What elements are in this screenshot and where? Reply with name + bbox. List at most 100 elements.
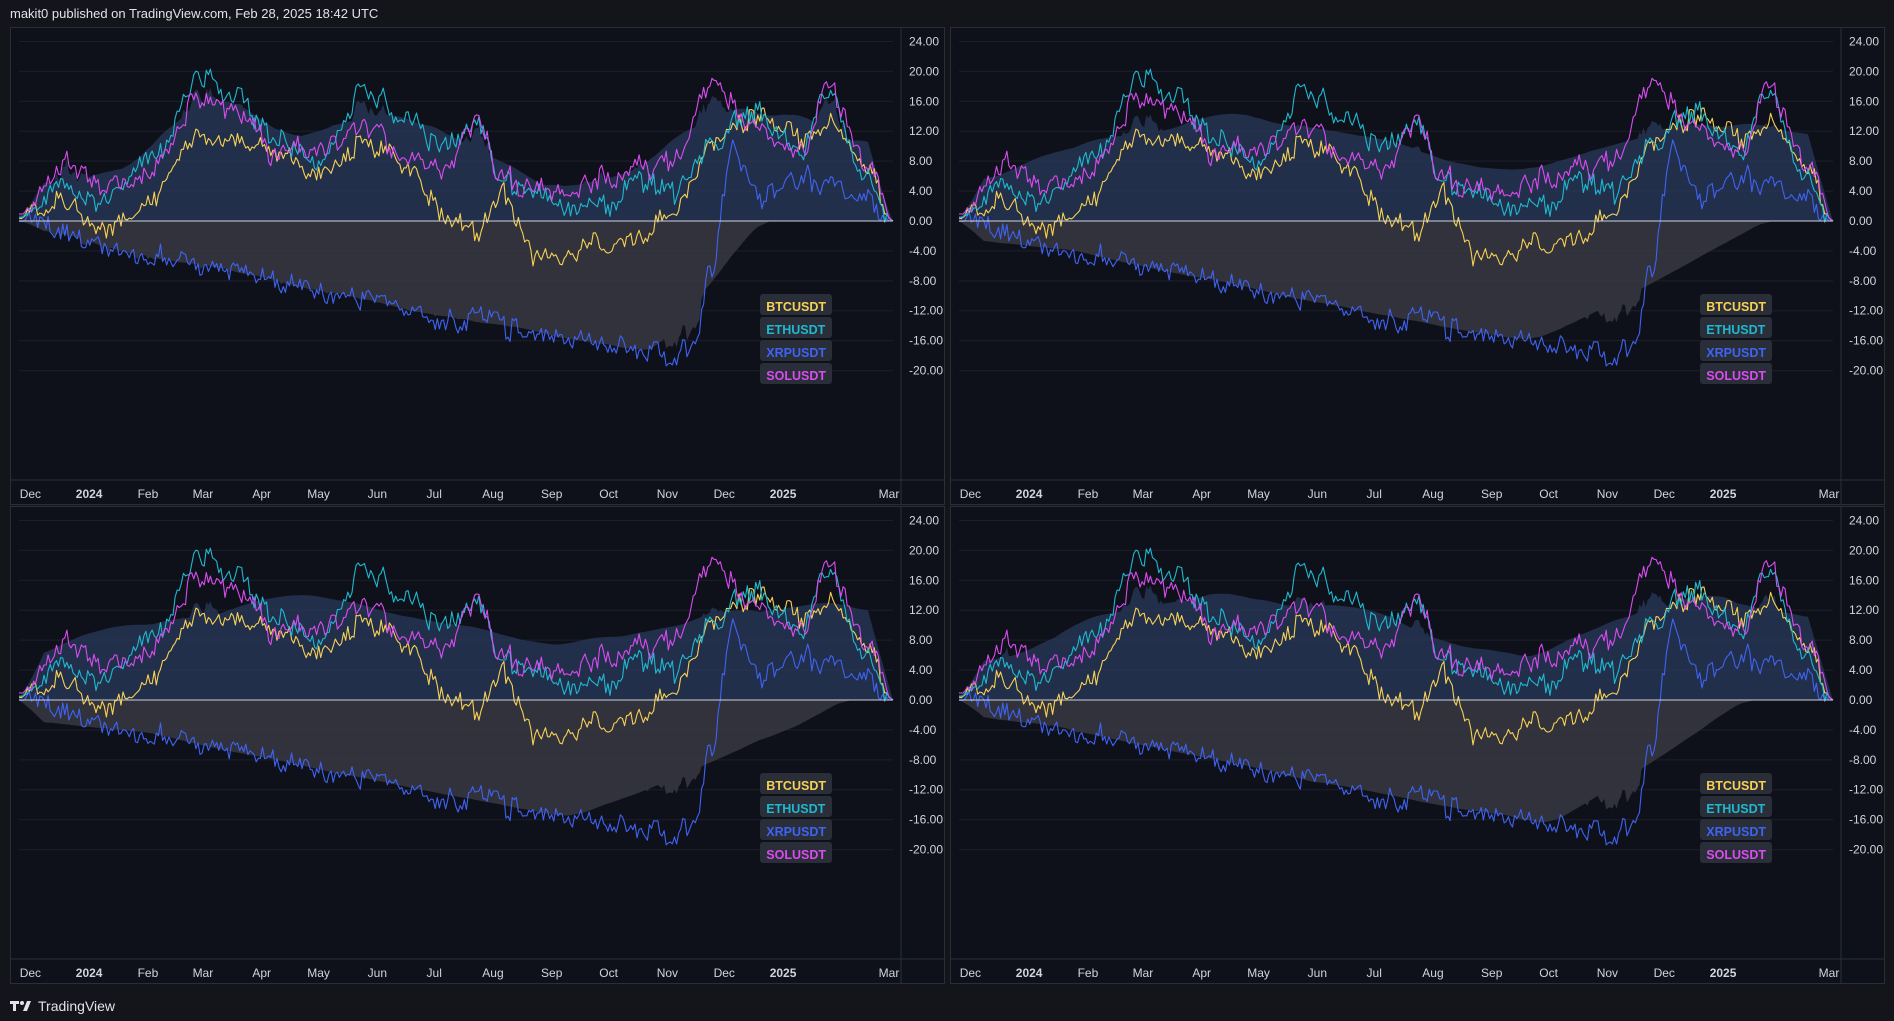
y-tick-label: 4.00	[1849, 663, 1873, 677]
series-line-xrpusdt	[958, 618, 1834, 846]
series-lines	[958, 68, 1834, 367]
chart-panel-top-left[interactable]: 24.00 20.00 16.00 12.00 8.00 4.00 0.00 -4.00 -8.…	[10, 27, 945, 505]
legend-item-btcusdt[interactable]: BTCUSDT	[760, 773, 832, 794]
chart-svg[interactable]: 24.00 20.00 16.00 12.00 8.00 4.00 0.00 -4.00 -8.…	[951, 28, 1885, 505]
series-lines	[18, 68, 894, 367]
x-tick-label: Dec	[20, 966, 41, 980]
legend-item-ethusdt[interactable]: ETHUSDT	[760, 796, 832, 817]
y-tick-label: 20.00	[909, 64, 939, 78]
series-line-xrpusdt	[958, 139, 1834, 367]
x-tick-label: Dec	[714, 966, 735, 980]
tradingview-logo-icon[interactable]	[10, 999, 32, 1013]
legend-item-btcusdt[interactable]: BTCUSDT	[760, 294, 832, 315]
x-tick-label: Mar	[1133, 966, 1154, 980]
chart-svg[interactable]: 24.00 20.00 16.00 12.00 8.00 4.00 0.00 -4.00 -8.…	[951, 507, 1885, 984]
legend: BTCUSDT ETHUSDT XRPUSDT SOLUSDT	[760, 294, 832, 384]
y-tick-label: -16.00	[909, 813, 943, 827]
y-tick-label: 24.00	[1849, 34, 1879, 48]
y-tick-label: 12.00	[909, 603, 939, 617]
x-tick-label: Jun	[368, 966, 387, 980]
legend-item-solusdt[interactable]: SOLUSDT	[1700, 363, 1772, 384]
legend-item-xrpusdt[interactable]: XRPUSDT	[1700, 340, 1772, 361]
legend-item-xrpusdt[interactable]: XRPUSDT	[1700, 819, 1772, 840]
x-tick-label: Sep	[541, 966, 563, 980]
x-tick-label: Nov	[1597, 487, 1618, 501]
series-line-solusdt	[958, 77, 1834, 222]
x-tick-label: Mar	[1819, 487, 1840, 501]
x-tick-label: Apr	[1192, 966, 1211, 980]
series-line-solusdt	[18, 556, 894, 701]
y-tick-label: -12.00	[909, 304, 943, 318]
y-tick-label: 8.00	[1849, 633, 1873, 647]
legend-item-btcusdt[interactable]: BTCUSDT	[1700, 773, 1772, 794]
legend-item-btcusdt[interactable]: BTCUSDT	[1700, 294, 1772, 315]
legend-item-xrpusdt[interactable]: XRPUSDT	[760, 819, 832, 840]
legend-item-ethusdt[interactable]: ETHUSDT	[1700, 796, 1772, 817]
series-line-btcusdt	[18, 107, 894, 267]
y-tick-label: -8.00	[909, 274, 937, 288]
attribution-text: makit0 published on TradingView.com, Feb…	[10, 6, 379, 21]
x-tick-label: Aug	[482, 966, 503, 980]
legend-item-solusdt[interactable]: SOLUSDT	[760, 363, 832, 384]
series-lines	[958, 547, 1834, 846]
x-tick-label: Feb	[138, 966, 159, 980]
x-tick-label: Dec	[20, 487, 41, 501]
x-tick-label: 2024	[76, 487, 103, 501]
chart-panel-top-right[interactable]: 24.00 20.00 16.00 12.00 8.00 4.00 0.00 -4.00 -8.…	[950, 27, 1885, 505]
x-tick-label: Sep	[1481, 966, 1503, 980]
y-tick-label: -12.00	[1849, 304, 1883, 318]
x-tick-label: Jun	[1308, 966, 1327, 980]
x-tick-label: Jun	[1308, 487, 1327, 501]
legend-item-ethusdt[interactable]: ETHUSDT	[1700, 317, 1772, 338]
upper-band	[19, 595, 893, 700]
legend-item-ethusdt[interactable]: ETHUSDT	[760, 317, 832, 338]
legend-item-solusdt[interactable]: SOLUSDT	[760, 842, 832, 863]
x-tick-label: May	[307, 966, 330, 980]
x-tick-label: 2024	[76, 966, 103, 980]
x-tick-label: 2024	[1016, 487, 1043, 501]
y-tick-label: -8.00	[909, 753, 937, 767]
x-tick-label: Aug	[1422, 487, 1443, 501]
x-tick-label: Sep	[541, 487, 563, 501]
chart-svg[interactable]: 24.00 20.00 16.00 12.00 8.00 4.00 0.00 -4.00 -8.…	[11, 507, 945, 984]
y-tick-label: -4.00	[1849, 723, 1877, 737]
lower-band	[959, 699, 1833, 823]
x-tick-label: 2025	[1710, 487, 1737, 501]
x-tick-label: Oct	[1539, 966, 1558, 980]
x-axis: Dec 2024 Feb Mar Apr May Jun Jul Aug Sep Oct Nov Dec…	[20, 966, 900, 980]
x-tick-label: 2024	[1016, 966, 1043, 980]
x-tick-label: Feb	[1078, 487, 1099, 501]
series-line-xrpusdt	[18, 139, 894, 367]
x-tick-label: Jul	[427, 487, 442, 501]
chart-panel-bottom-left[interactable]: 24.00 20.00 16.00 12.00 8.00 4.00 0.00 -4.00 -8.…	[10, 506, 945, 984]
y-axis: 24.00 20.00 16.00 12.00 8.00 4.00 0.00 -4.00 -8.…	[909, 34, 943, 377]
x-tick-label: Jun	[368, 487, 387, 501]
x-tick-label: Nov	[657, 966, 678, 980]
x-tick-label: Dec	[1654, 966, 1675, 980]
y-tick-label: 20.00	[909, 543, 939, 557]
legend: BTCUSDT ETHUSDT XRPUSDT SOLUSDT	[1700, 773, 1772, 863]
brand-name[interactable]: TradingView	[38, 997, 116, 1014]
y-tick-label: 12.00	[1849, 603, 1879, 617]
footer: TradingView	[0, 990, 1894, 1021]
y-tick-label: -8.00	[1849, 753, 1877, 767]
x-tick-label: Feb	[138, 487, 159, 501]
y-tick-label: 24.00	[909, 34, 939, 48]
x-tick-label: Dec	[1654, 487, 1675, 501]
legend-item-xrpusdt[interactable]: XRPUSDT	[760, 340, 832, 361]
x-tick-label: 2025	[770, 966, 797, 980]
series-line-btcusdt	[958, 586, 1834, 746]
x-tick-label: Jul	[1367, 487, 1382, 501]
chart-svg[interactable]: 24.00 20.00 16.00 12.00 8.00 4.00 0.00 -4.00 -8.…	[11, 28, 945, 505]
legend-item-solusdt[interactable]: SOLUSDT	[1700, 842, 1772, 863]
y-tick-label: -12.00	[909, 783, 943, 797]
x-axis: Dec 2024 Feb Mar Apr May Jun Jul Aug Sep Oct Nov Dec…	[960, 487, 1840, 501]
x-tick-label: Apr	[252, 966, 271, 980]
y-tick-label: -16.00	[1849, 334, 1883, 348]
chart-panel-bottom-right[interactable]: 24.00 20.00 16.00 12.00 8.00 4.00 0.00 -4.00 -8.…	[950, 506, 1885, 984]
y-tick-label: 16.00	[909, 573, 939, 587]
x-tick-label: May	[1247, 966, 1270, 980]
x-tick-label: Mar	[193, 487, 214, 501]
series-line-solusdt	[18, 77, 894, 222]
y-tick-label: -20.00	[909, 843, 943, 857]
